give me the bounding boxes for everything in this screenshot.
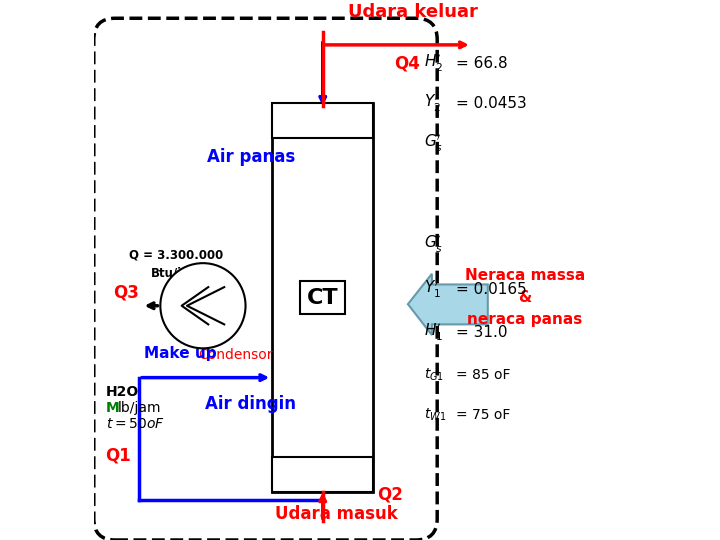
Text: $Y_1^{\prime}$: $Y_1^{\prime}$ [424, 279, 441, 300]
Bar [272, 457, 373, 492]
Text: = 85 oF: = 85 oF [456, 368, 510, 382]
Text: = 75 oF: = 75 oF [456, 408, 510, 422]
Text: Q3: Q3 [113, 284, 139, 301]
Bar [272, 104, 373, 138]
Text: = 0.0165: = 0.0165 [456, 282, 526, 298]
Text: lb/jam: lb/jam [118, 401, 161, 415]
Text: Q2: Q2 [377, 486, 403, 504]
Text: Udara keluar: Udara keluar [348, 3, 478, 21]
Text: $G_s^{\prime}$: $G_s^{\prime}$ [424, 133, 443, 154]
Text: $H_2^{\prime}$: $H_2^{\prime}$ [424, 53, 443, 74]
Text: Q1: Q1 [106, 447, 131, 465]
Text: $t = 50oF$: $t = 50oF$ [106, 417, 164, 431]
Text: = 66.8: = 66.8 [456, 56, 508, 71]
Text: $t_{G1}$: $t_{G1}$ [424, 367, 444, 383]
Text: Air dingin: Air dingin [205, 395, 297, 413]
Text: Q = 3.300.000: Q = 3.300.000 [129, 248, 223, 262]
Bar [272, 138, 373, 457]
Bar [272, 104, 373, 492]
Text: Make up: Make up [145, 346, 217, 361]
Text: Neraca massa
&
neraca panas: Neraca massa & neraca panas [465, 268, 585, 327]
Text: H2O: H2O [106, 385, 139, 399]
Text: CT: CT [307, 288, 338, 308]
Text: Air panas: Air panas [207, 147, 295, 166]
Text: Q4: Q4 [395, 55, 420, 72]
Text: M: M [106, 401, 120, 415]
Text: $Y_2^{\prime}$: $Y_2^{\prime}$ [424, 93, 441, 114]
Text: = 0.0453: = 0.0453 [456, 96, 526, 111]
Text: Btu/jam: Btu/jam [150, 267, 202, 280]
Text: $H_1^{\prime}$: $H_1^{\prime}$ [424, 322, 443, 343]
Text: $G_s^{\prime}$: $G_s^{\prime}$ [424, 234, 443, 255]
Circle shape [161, 263, 246, 348]
Text: Condensor: Condensor [199, 348, 273, 362]
Text: $t_{W1}$: $t_{W1}$ [424, 407, 446, 423]
Polygon shape [408, 274, 487, 335]
Text: = 31.0: = 31.0 [456, 325, 508, 340]
Text: Udara masuk: Udara masuk [274, 505, 397, 523]
